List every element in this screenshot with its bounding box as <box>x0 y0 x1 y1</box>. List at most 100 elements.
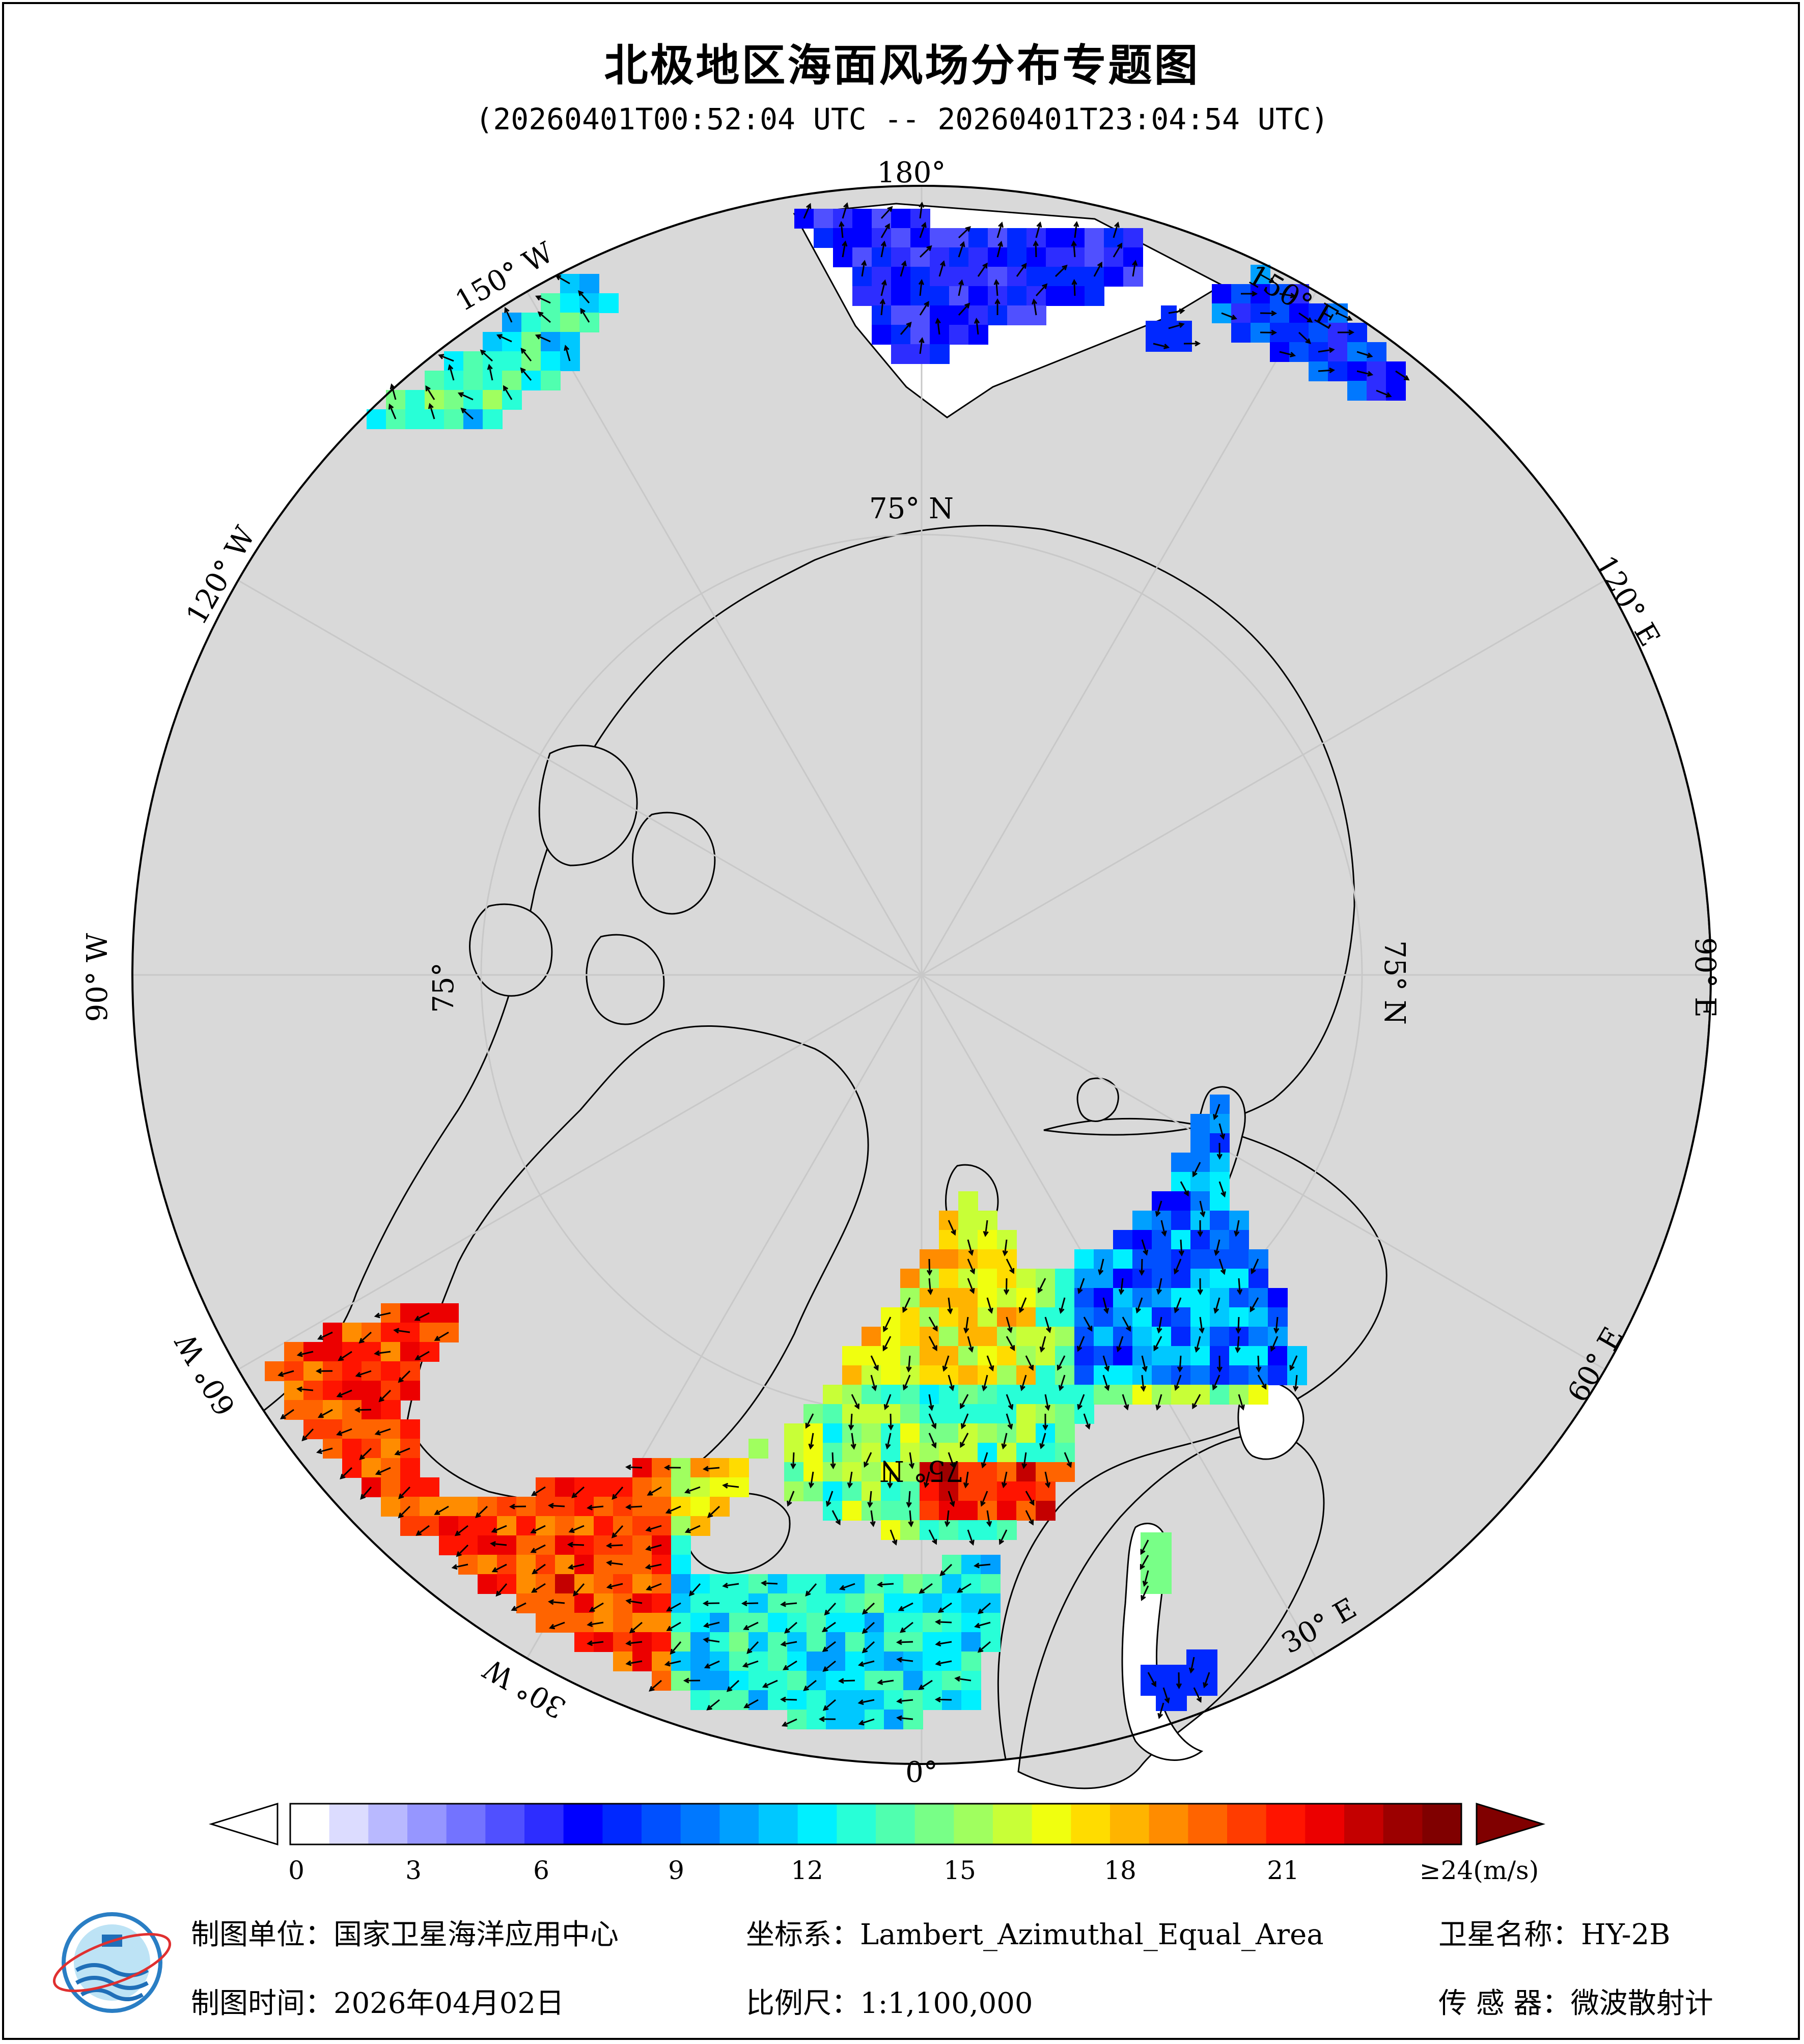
wind-arrow-head <box>954 1676 961 1682</box>
wind-arrow <box>1180 1239 1183 1255</box>
wind-arrow <box>1077 1394 1085 1409</box>
wind-arrow-head <box>1183 1190 1189 1197</box>
wind-cell <box>814 228 834 248</box>
wind-arrow-head <box>532 1569 538 1575</box>
wind-arrow-head <box>1018 1307 1024 1313</box>
wind-arrow <box>909 1452 913 1468</box>
wind-arrow-head <box>870 1521 876 1527</box>
wind-cell <box>891 286 911 306</box>
wind-arrow <box>1141 1585 1149 1600</box>
wind-arrow-head <box>864 1462 869 1468</box>
wind-arrow <box>1102 1375 1109 1390</box>
wind-cell <box>541 351 561 371</box>
wind-arrow <box>1122 1317 1131 1331</box>
wind-arrow <box>297 1388 314 1391</box>
wind-arrow <box>1059 1375 1066 1390</box>
wind-arrow-head <box>883 1404 890 1411</box>
wind-arrow-head <box>1007 1423 1013 1430</box>
wind-arrow-head <box>1071 240 1077 246</box>
wind-arrow-head <box>567 1564 574 1570</box>
wind-cell <box>748 1690 768 1710</box>
wind-arrow-head <box>918 1684 925 1690</box>
wind-arrow-head <box>567 1542 573 1548</box>
wind-arrow-head <box>1192 1403 1198 1410</box>
wind-cell <box>803 1481 823 1501</box>
wind-arrow-head <box>968 1346 974 1353</box>
wind-arrow-head <box>1231 314 1237 320</box>
wind-cell <box>930 286 950 306</box>
wind-cell <box>521 313 541 332</box>
wind-arrow <box>1260 273 1274 283</box>
wind-arrow-head <box>317 1334 323 1340</box>
wind-arrow <box>612 1487 624 1499</box>
wind-cell <box>594 1613 614 1633</box>
wind-cell <box>978 1462 997 1482</box>
wind-cell <box>690 1651 710 1671</box>
wind-arrow <box>1279 293 1295 297</box>
wind-cell <box>958 1481 978 1501</box>
wind-arrow-head <box>969 1268 976 1275</box>
wind-arrow <box>1162 1687 1169 1702</box>
wind-cell <box>862 1423 881 1443</box>
wind-arrow <box>1218 1123 1225 1139</box>
wind-cell <box>502 332 522 352</box>
wind-arrow-head <box>950 1462 955 1469</box>
colorbar-cell <box>290 1804 330 1844</box>
wind-cell <box>362 1419 381 1439</box>
wind-arrow-head <box>987 1307 993 1314</box>
wind-arrow <box>279 1370 294 1376</box>
wind-arrow-head <box>932 1538 937 1545</box>
wind-cell <box>910 305 930 325</box>
wind-cell <box>958 1501 978 1521</box>
wind-arrow-head <box>315 1368 322 1374</box>
wind-arrow-head <box>1220 1269 1226 1275</box>
wind-arrow <box>996 242 1002 258</box>
wind-arrow-head <box>1139 1270 1145 1276</box>
wind-cell <box>923 1574 942 1594</box>
wind-cell <box>342 1323 362 1342</box>
wind-arrow <box>724 1485 739 1488</box>
wind-cell <box>1152 1365 1172 1385</box>
wind-arrow <box>1168 310 1184 314</box>
wind-cell <box>891 228 911 248</box>
colorbar-cell <box>642 1804 681 1844</box>
wind-arrow-head <box>921 221 927 228</box>
wind-arrow <box>878 1583 894 1586</box>
wind-arrow <box>375 1312 391 1317</box>
wind-arrow-head <box>374 1312 380 1319</box>
lat-label-bottom: 75° N <box>879 1454 964 1487</box>
wind-cell <box>748 1613 768 1633</box>
wind-arrow <box>978 1602 991 1614</box>
wind-arrow <box>882 1336 892 1351</box>
wind-arrow <box>497 334 512 343</box>
wind-arrow-head <box>704 1663 710 1669</box>
wind-arrow-head <box>762 1683 768 1688</box>
wind-cell <box>632 1535 652 1555</box>
wind-arrow <box>967 1336 973 1352</box>
wind-arrow-head <box>1077 1404 1083 1410</box>
wind-cell <box>1123 228 1143 248</box>
wind-arrow-head <box>934 1696 941 1703</box>
wind-cell <box>463 351 483 371</box>
lat-label-right: 75° N <box>1378 940 1411 1025</box>
wind-arrow <box>781 1698 797 1701</box>
wind-arrow <box>938 261 945 277</box>
wind-cell <box>787 1710 807 1729</box>
wind-cell <box>845 1632 865 1652</box>
wind-cell <box>671 1651 691 1671</box>
wind-arrow <box>976 319 979 335</box>
wind-arrow <box>747 1641 759 1654</box>
wind-cell <box>1016 1269 1036 1289</box>
wind-arrow <box>1004 1239 1008 1255</box>
wind-cell <box>594 1516 614 1536</box>
wind-arrow-head <box>1290 292 1296 299</box>
wind-arrow <box>1025 1491 1035 1505</box>
wind-arrow <box>686 1525 701 1533</box>
wind-cell <box>483 390 503 410</box>
wind-arrow <box>1040 1336 1046 1352</box>
wind-cell <box>323 1323 343 1342</box>
wind-arrow <box>356 1370 372 1377</box>
cb-tick-15: 15 <box>943 1856 976 1885</box>
wind-arrow <box>859 1660 875 1666</box>
wind-cell <box>1229 1230 1249 1250</box>
